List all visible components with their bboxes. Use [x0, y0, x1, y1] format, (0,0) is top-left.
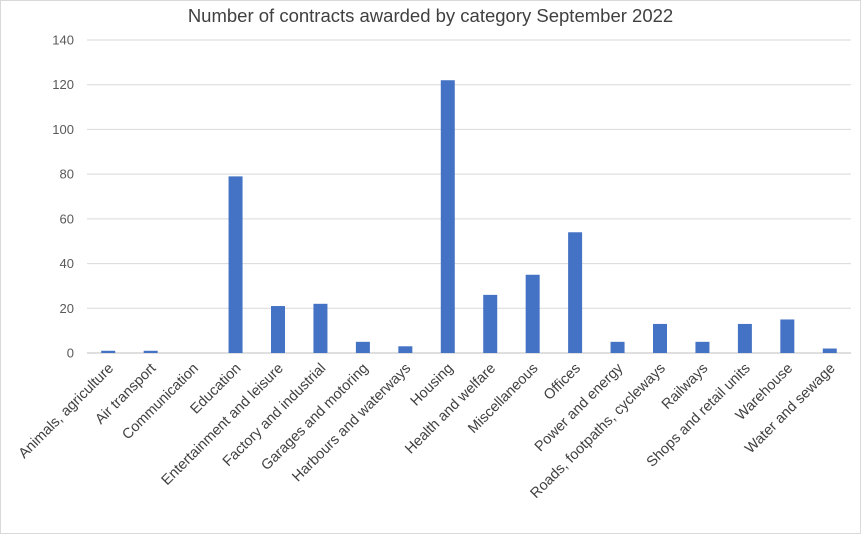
y-tick-labels: 0 20 40 60 80 100 120 140 [52, 33, 74, 361]
y-tick-label: 40 [60, 256, 74, 271]
bar [737, 323, 752, 353]
bar [822, 348, 837, 353]
chart-title: Number of contracts awarded by category … [187, 5, 674, 26]
bars [101, 80, 837, 353]
bar [143, 350, 158, 353]
bar [440, 80, 455, 353]
bar [398, 346, 413, 353]
bar [653, 323, 667, 353]
bar [568, 232, 583, 353]
y-tick-label: 60 [60, 211, 74, 226]
bar [695, 341, 710, 353]
bar [525, 274, 540, 353]
y-tick-label: 140 [52, 33, 74, 48]
bar [355, 341, 370, 353]
gridlines [87, 39, 851, 309]
y-tick-label: 120 [52, 77, 74, 92]
y-tick-label: 20 [60, 301, 74, 316]
bar [228, 176, 243, 353]
bar [610, 341, 625, 353]
bar [483, 294, 498, 353]
bar [101, 350, 116, 353]
bar [780, 319, 795, 353]
bar [313, 303, 328, 353]
y-tick-label: 80 [60, 167, 74, 182]
y-tick-label: 100 [52, 122, 74, 137]
x-tick-label: Communication [119, 361, 202, 444]
bar [271, 306, 285, 353]
y-tick-label: 0 [67, 346, 74, 361]
